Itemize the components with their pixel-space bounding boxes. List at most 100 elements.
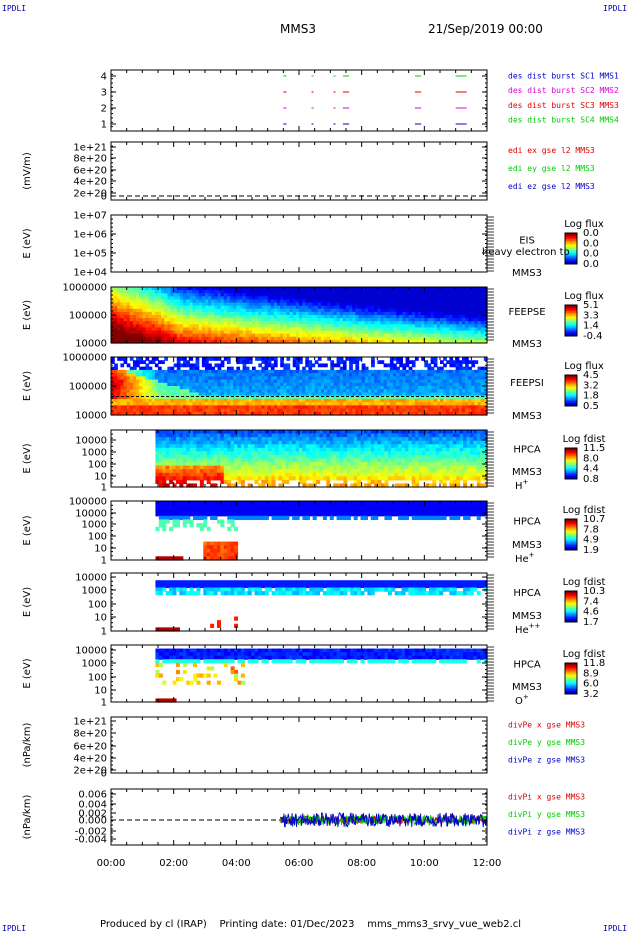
- heatmap-cell: [480, 405, 485, 410]
- heatmap-cell: [342, 293, 347, 297]
- heatmap-cell: [148, 327, 153, 332]
- heatmap-cell: [273, 411, 278, 416]
- heatmap-cell: [471, 386, 476, 390]
- heatmap-cell: [223, 376, 228, 381]
- panel-frame: [110, 141, 488, 201]
- heatmap-cell: [114, 287, 118, 291]
- heatmap-cell: [158, 360, 162, 365]
- heatmap-cell: [255, 392, 259, 397]
- heatmap-cell: [239, 315, 244, 319]
- heatmap-cell: [198, 287, 203, 291]
- heatmap-cell: [336, 311, 341, 316]
- heatmap-cell: [424, 324, 429, 329]
- heatmap-cell: [183, 395, 187, 400]
- heatmap-cell: [465, 379, 469, 384]
- heatmap-cell: [396, 395, 400, 400]
- heatmap-cell: [205, 373, 209, 377]
- heatmap-cell: [355, 411, 360, 416]
- heatmap-cell: [380, 311, 385, 316]
- heatmap-cell: [186, 405, 190, 410]
- heatmap-cell: [446, 321, 450, 325]
- heatmap-cell: [242, 408, 247, 413]
- heatmap-cell: [261, 330, 266, 335]
- heatmap-cell: [295, 408, 300, 413]
- heatmap-cell: [446, 296, 450, 301]
- heatmap-cell: [248, 324, 253, 329]
- heatmap-cell: [161, 392, 165, 397]
- heatmap-cell: [233, 293, 237, 297]
- heatmap-cell: [399, 392, 403, 397]
- heatmap-cell: [270, 287, 275, 291]
- heatmap-cell: [211, 324, 215, 329]
- heatmap-cell: [142, 392, 147, 397]
- heatmap-cell: [161, 333, 165, 338]
- heatmap-cell: [220, 336, 225, 341]
- heatmap-cell: [273, 305, 278, 310]
- heatmap-cell: [471, 305, 476, 310]
- heatmap-cell: [349, 315, 353, 319]
- heatmap-cell: [427, 339, 432, 344]
- colorbar-cell: [565, 378, 577, 381]
- heatmap-cell: [342, 389, 347, 394]
- heatmap-cell: [261, 290, 266, 294]
- heatmap-cell: [154, 287, 159, 291]
- heatmap-cell: [280, 339, 284, 344]
- heatmap-cell: [314, 369, 319, 374]
- heatmap-cell: [342, 308, 347, 313]
- heatmap-cell: [214, 363, 219, 368]
- heatmap-cell: [377, 411, 382, 416]
- heatmap-cell: [206, 451, 211, 456]
- heatmap-cell: [458, 336, 463, 341]
- heatmap-cell: [305, 398, 309, 403]
- heatmap-cell: [446, 408, 450, 413]
- heatmap-cell: [217, 398, 222, 403]
- heatmap-cell: [292, 296, 297, 301]
- heatmap-cell: [173, 363, 178, 368]
- heatmap-cell: [374, 336, 378, 341]
- heatmap-cell: [151, 405, 156, 410]
- heatmap-cell: [208, 293, 212, 297]
- heatmap-cell: [468, 296, 472, 301]
- heatmap-cell: [239, 408, 244, 413]
- heatmap-cell: [139, 392, 143, 397]
- heatmap-cell: [361, 386, 366, 390]
- heatmap-cell: [208, 321, 212, 325]
- heatmap-cell: [361, 392, 366, 397]
- heatmap-cell: [311, 318, 316, 322]
- heatmap-cell: [205, 305, 209, 310]
- heatmap-cell: [193, 437, 198, 442]
- heatmap-cell: [172, 451, 177, 456]
- colorbar-tick-label: 3.3: [583, 310, 599, 321]
- heatmap-cell: [139, 315, 143, 319]
- heatmap-cell: [389, 373, 394, 377]
- heatmap-cell: [258, 305, 262, 310]
- heatmap-cell: [292, 408, 297, 413]
- heatmap-cell: [277, 290, 281, 294]
- heatmap-cell: [151, 382, 156, 387]
- colorbar-cell: [565, 332, 577, 335]
- heatmap-cell: [352, 296, 356, 301]
- heatmap-cell: [123, 287, 128, 291]
- colorbar-tick-label: 1.4: [583, 321, 599, 332]
- heatmap-cell: [117, 321, 121, 325]
- heatmap-cell: [364, 379, 369, 384]
- heatmap-cell: [292, 376, 297, 381]
- heatmap-cell: [136, 327, 140, 332]
- heatmap-cell: [176, 369, 181, 374]
- heatmap-cell: [195, 308, 200, 313]
- heatmap-cell: [352, 386, 356, 390]
- heatmap-cell: [436, 287, 441, 291]
- heatmap-cell: [361, 293, 366, 297]
- heatmap-cell: [139, 382, 143, 387]
- heatmap-cell: [408, 360, 413, 365]
- heatmap-cell: [380, 336, 385, 341]
- heatmap-cell: [355, 305, 360, 310]
- heatmap-cell: [242, 305, 247, 310]
- heatmap-cell: [277, 305, 281, 310]
- heatmap-cell: [179, 389, 184, 394]
- heatmap-cell: [367, 315, 372, 319]
- heatmap-cell: [411, 392, 416, 397]
- heatmap-cell: [111, 311, 115, 316]
- heatmap-cell: [411, 363, 416, 368]
- heatmap-cell: [273, 408, 278, 413]
